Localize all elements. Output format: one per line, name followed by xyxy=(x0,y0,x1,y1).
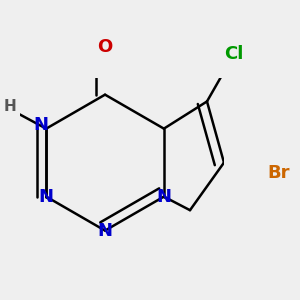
Text: Br: Br xyxy=(267,164,290,182)
Text: H: H xyxy=(4,99,17,114)
Text: Cl: Cl xyxy=(224,45,244,63)
Text: N: N xyxy=(98,222,112,240)
Text: N: N xyxy=(39,188,54,206)
Text: N: N xyxy=(34,116,49,134)
Text: N: N xyxy=(156,188,171,206)
Text: O: O xyxy=(98,38,113,56)
